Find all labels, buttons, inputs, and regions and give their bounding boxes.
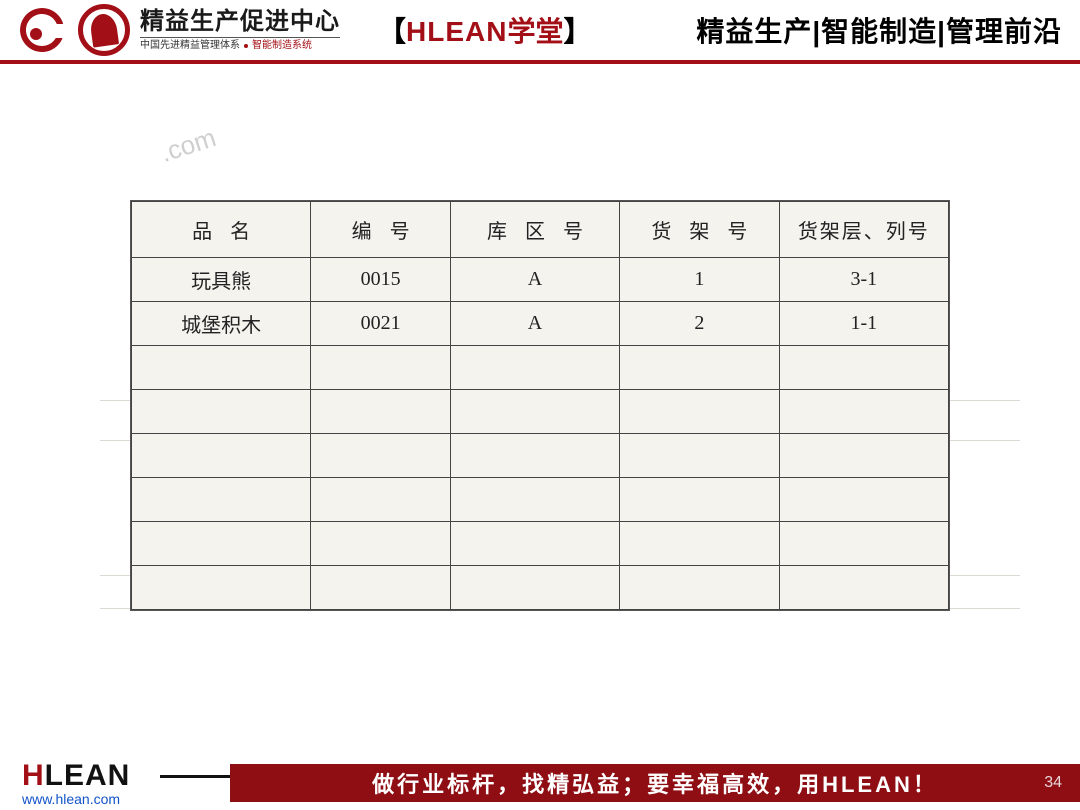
table-cell xyxy=(779,390,948,434)
logo-sub-left: 中国先进精益管理体系 xyxy=(140,40,240,51)
table-cell xyxy=(311,478,451,522)
watermark-text: .com xyxy=(157,122,220,169)
logo-c-icon xyxy=(16,4,68,56)
table-cell xyxy=(311,566,451,610)
logo-ring-icon xyxy=(78,4,130,56)
table-cell xyxy=(132,346,311,390)
table-row xyxy=(132,390,949,434)
logo-title: 精益生产促进中心 xyxy=(140,9,340,35)
table-cell xyxy=(620,478,779,522)
logo-block: 精益生产促进中心 中国先进精益管理体系 智能制造系统 xyxy=(16,4,340,56)
table-cell: 1 xyxy=(620,258,779,302)
table-cell xyxy=(779,522,948,566)
inventory-table: 品名编号库区号货架号货架层、列号 玩具熊0015A13-1城堡积木0021A21… xyxy=(130,200,950,611)
footer-brand-rest: LEAN xyxy=(45,759,131,792)
table-cell xyxy=(450,566,619,610)
table-cell xyxy=(311,390,451,434)
table-cell xyxy=(132,522,311,566)
header: 精益生产促进中心 中国先进精益管理体系 智能制造系统 【HLEAN学堂】 精益生… xyxy=(0,0,1080,64)
header-mid: 【HLEAN学堂】 xyxy=(378,10,592,50)
table-cell xyxy=(450,434,619,478)
table-cell xyxy=(311,522,451,566)
table-row xyxy=(132,478,949,522)
table-cell xyxy=(620,390,779,434)
table-row: 城堡积木0021A21-1 xyxy=(132,302,949,346)
footer: HLEAN www.hlean.com 做行业标杆，找精弘益；要幸福高效，用HL… xyxy=(0,756,1080,810)
footer-slogan: 做行业标杆，找精弘益；要幸福高效，用HLEAN！ xyxy=(372,767,938,799)
column-header: 货架号 xyxy=(620,202,779,258)
table-cell xyxy=(450,478,619,522)
table-cell xyxy=(450,346,619,390)
table-cell xyxy=(779,346,948,390)
table-cell: 0021 xyxy=(311,302,451,346)
bracket-right: 】 xyxy=(563,16,591,47)
footer-bar: 做行业标杆，找精弘益；要幸福高效，用HLEAN！ 34 xyxy=(230,764,1080,802)
bracket-left: 【 xyxy=(378,16,406,47)
table-cell xyxy=(132,390,311,434)
table-cell: 1-1 xyxy=(779,302,948,346)
table-cell xyxy=(132,434,311,478)
column-header: 货架层、列号 xyxy=(779,202,948,258)
table-cell xyxy=(311,346,451,390)
logo-subtitle: 中国先进精益管理体系 智能制造系统 xyxy=(140,37,340,51)
table-cell xyxy=(450,390,619,434)
brand-suffix: 学堂 xyxy=(507,16,563,47)
table-cell xyxy=(311,434,451,478)
brand-line-icon xyxy=(160,775,230,778)
table-cell xyxy=(132,478,311,522)
logo-text: 精益生产促进中心 中国先进精益管理体系 智能制造系统 xyxy=(140,9,340,51)
table-cell: 城堡积木 xyxy=(132,302,311,346)
table-cell xyxy=(132,566,311,610)
table-cell: 玩具熊 xyxy=(132,258,311,302)
column-header: 编号 xyxy=(311,202,451,258)
page-number: 34 xyxy=(1044,774,1062,792)
table-row xyxy=(132,522,949,566)
table-cell: 3-1 xyxy=(779,258,948,302)
table-cell xyxy=(620,566,779,610)
table-cell: A xyxy=(450,258,619,302)
header-right: 精益生产|智能制造|管理前沿 xyxy=(696,10,1062,50)
table-cell xyxy=(620,434,779,478)
footer-brand-h: H xyxy=(22,759,45,792)
table-row xyxy=(132,566,949,610)
table-cell: A xyxy=(450,302,619,346)
table-cell xyxy=(779,478,948,522)
table-cell xyxy=(779,566,948,610)
footer-brand: HLEAN www.hlean.com xyxy=(0,759,230,807)
table-row xyxy=(132,434,949,478)
table-cell xyxy=(450,522,619,566)
footer-url: www.hlean.com xyxy=(22,791,120,807)
column-header: 品名 xyxy=(132,202,311,258)
table-row: 玩具熊0015A13-1 xyxy=(132,258,949,302)
table-cell xyxy=(620,522,779,566)
table-row xyxy=(132,346,949,390)
dot-icon xyxy=(244,44,248,48)
column-header: 库区号 xyxy=(450,202,619,258)
brand-hlean: HLEAN xyxy=(406,16,507,47)
table-cell: 2 xyxy=(620,302,779,346)
table-cell xyxy=(620,346,779,390)
logo-sub-right: 智能制造系统 xyxy=(252,40,312,51)
table-cell: 0015 xyxy=(311,258,451,302)
table-cell xyxy=(779,434,948,478)
